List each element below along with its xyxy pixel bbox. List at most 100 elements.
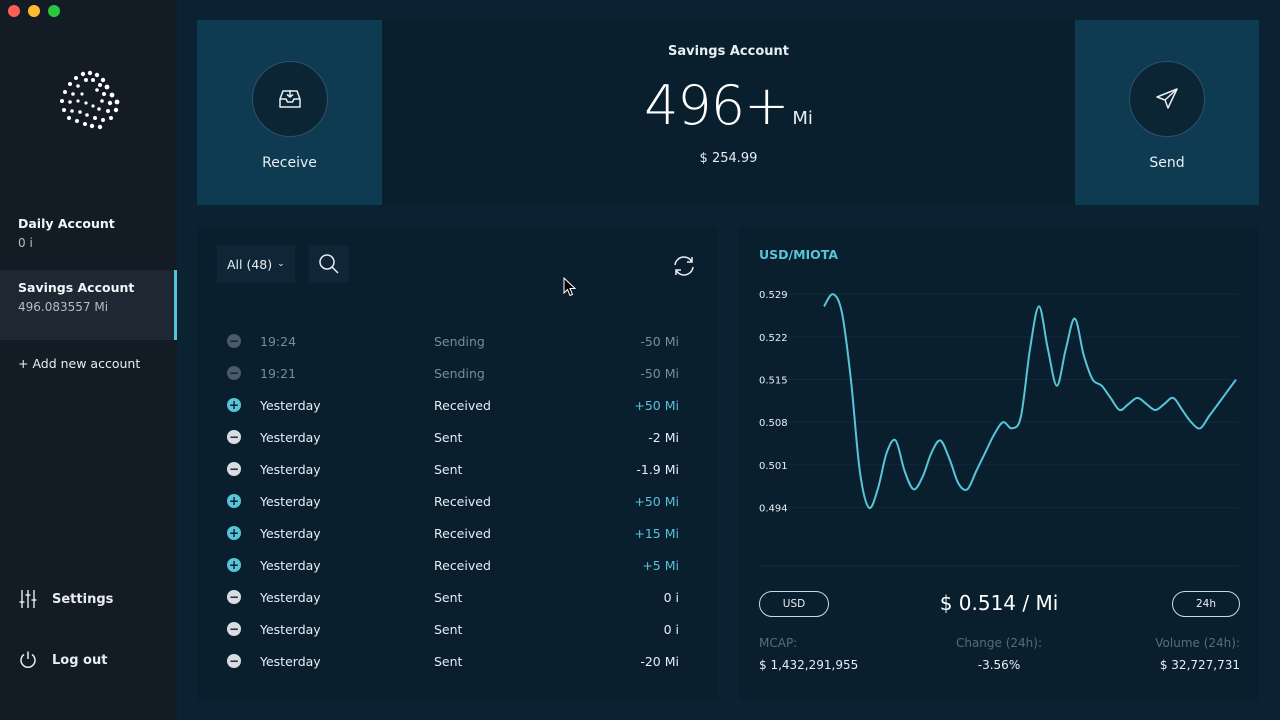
volume-label: Volume (24h): [1155, 636, 1240, 650]
transaction-type: Sent [434, 429, 463, 445]
transaction-row[interactable]: − 19:21 Sending -50 Mi [197, 357, 718, 389]
receive-button[interactable] [251, 61, 328, 137]
balance-amount: 496+ Mi [382, 74, 1075, 137]
transaction-amount: 0 i [663, 589, 679, 605]
minus-circle-icon: − [227, 654, 241, 668]
volume-value: $ 32,727,731 [1159, 658, 1240, 672]
minus-circle-icon: − [227, 366, 241, 380]
price-chart: 0.529 0.522 0.515 0.508 0.501 0.494 [759, 290, 1239, 567]
transaction-time: 19:24 [260, 333, 297, 349]
logout-label: Log out [52, 652, 108, 668]
transaction-time: Yesterday [260, 557, 321, 573]
plus-circle-icon: + [227, 558, 241, 572]
transaction-row[interactable]: + Yesterday Received +5 Mi [197, 549, 718, 581]
change-value: -3.56% [977, 658, 1021, 672]
logout-button[interactable]: Log out [18, 650, 107, 670]
transaction-row[interactable]: − Yesterday Sent -20 Mi [197, 645, 718, 677]
history-filter-label: All (48) [227, 256, 273, 272]
y-tick-label: 0.501 [759, 461, 788, 472]
market-cap-value: $ 1,432,291,955 [759, 658, 859, 672]
account-item-savings[interactable]: Savings Account 496.083557 Mi [0, 270, 177, 340]
plus-circle-icon: + [227, 398, 241, 412]
transaction-type: Received [434, 493, 491, 509]
y-tick-label: 0.494 [759, 504, 788, 515]
transaction-row[interactable]: + Yesterday Received +50 Mi [197, 485, 718, 517]
transaction-amount: +15 Mi [634, 525, 679, 541]
transaction-row[interactable]: + Yesterday Received +15 Mi [197, 517, 718, 549]
send-label: Send [1149, 155, 1185, 171]
minus-circle-icon: − [227, 590, 241, 604]
transaction-type: Sent [434, 589, 463, 605]
history-filter-dropdown[interactable]: All (48) ⌄ [217, 245, 295, 283]
balance-value: 496+ [644, 74, 789, 137]
transaction-row[interactable]: − 19:24 Sending -50 Mi [197, 325, 718, 357]
transaction-row[interactable]: − Yesterday Sent 0 i [197, 613, 718, 645]
minus-circle-icon: − [227, 334, 241, 348]
minus-circle-icon: − [227, 430, 241, 444]
settings-label: Settings [52, 591, 114, 607]
transaction-amount: +5 Mi [642, 557, 679, 573]
transaction-amount: -1.9 Mi [636, 461, 679, 477]
settings-button[interactable]: Settings [18, 589, 113, 609]
y-tick-label: 0.522 [759, 333, 788, 344]
market-panel: USD/MIOTA 0.529 0.522 0.515 0.508 0.501 0.494… [739, 227, 1259, 700]
receive-card[interactable]: Receive [197, 20, 382, 205]
balance-account-title: Savings Account [667, 44, 790, 59]
change-label: Change (24h): [955, 636, 1043, 650]
account-name: Savings Account [18, 280, 135, 295]
transaction-row[interactable]: + Yesterday Received +50 Mi [197, 389, 718, 421]
change-stat: Change (24h): -3.56% [919, 636, 1079, 672]
currency-toggle-button[interactable]: USD [759, 591, 829, 617]
refresh-icon[interactable] [671, 253, 697, 279]
transaction-amount: -20 Mi [640, 653, 679, 669]
search-icon [319, 254, 339, 274]
account-item-daily[interactable]: Daily Account 0 i [0, 206, 177, 276]
history-search-button[interactable] [309, 245, 349, 283]
minus-circle-icon: − [227, 622, 241, 636]
transaction-amount: -50 Mi [640, 365, 679, 381]
currency-pair-label: USD/MIOTA [759, 247, 839, 262]
y-tick-label: 0.515 [759, 376, 788, 387]
transaction-time: Yesterday [260, 493, 321, 509]
transaction-type: Received [434, 397, 491, 413]
zoom-window-button[interactable] [48, 5, 60, 17]
power-icon [20, 651, 36, 668]
transaction-amount: -50 Mi [640, 333, 679, 349]
transaction-history-panel: All (48) ⌄ − 19:24 Sending -50 Mi − 19:21 Send… [197, 227, 718, 700]
transaction-time: 19:21 [260, 365, 297, 381]
transaction-list: − 19:24 Sending -50 Mi − 19:21 Sending -50 Mi + Y… [197, 325, 718, 677]
transaction-time: Yesterday [260, 397, 321, 413]
transaction-time: Yesterday [260, 621, 321, 637]
transaction-type: Sent [434, 621, 463, 637]
paper-plane-icon [1156, 88, 1178, 109]
chevron-down-icon: ⌄ [277, 259, 285, 269]
close-window-button[interactable] [8, 5, 20, 17]
minimize-window-button[interactable] [28, 5, 40, 17]
transaction-type: Sending [434, 365, 485, 381]
transaction-type: Sent [434, 653, 463, 669]
send-card[interactable]: Send [1075, 20, 1259, 205]
balance-unit: Mi [792, 108, 813, 129]
transaction-type: Received [434, 557, 491, 573]
transaction-row[interactable]: − Yesterday Sent 0 i [197, 581, 718, 613]
add-account-button[interactable]: + Add new account [18, 356, 141, 371]
sidebar: Daily Account 0 i Savings Account 496.08… [0, 0, 177, 720]
price-line [823, 293, 1237, 510]
y-tick-label: 0.529 [759, 290, 788, 301]
window-controls [8, 5, 60, 17]
transaction-time: Yesterday [260, 653, 321, 669]
market-cap-stat: MCAP: $ 1,432,291,955 [759, 636, 858, 672]
sliders-icon [19, 590, 37, 608]
market-cap-label: MCAP: [759, 636, 798, 650]
timeframe-toggle-button[interactable]: 24h [1172, 591, 1240, 617]
transaction-type: Sending [434, 333, 485, 349]
volume-stat: Volume (24h): $ 32,727,731 [1155, 636, 1240, 672]
account-name: Daily Account [18, 216, 115, 231]
transaction-row[interactable]: − Yesterday Sent -1.9 Mi [197, 453, 718, 485]
mouse-pointer-icon [563, 277, 577, 297]
account-balance: 496.083557 Mi [18, 300, 109, 314]
iota-logo-icon [60, 70, 120, 130]
send-button[interactable] [1129, 61, 1205, 137]
transaction-time: Yesterday [260, 461, 321, 477]
transaction-row[interactable]: − Yesterday Sent -2 Mi [197, 421, 718, 453]
